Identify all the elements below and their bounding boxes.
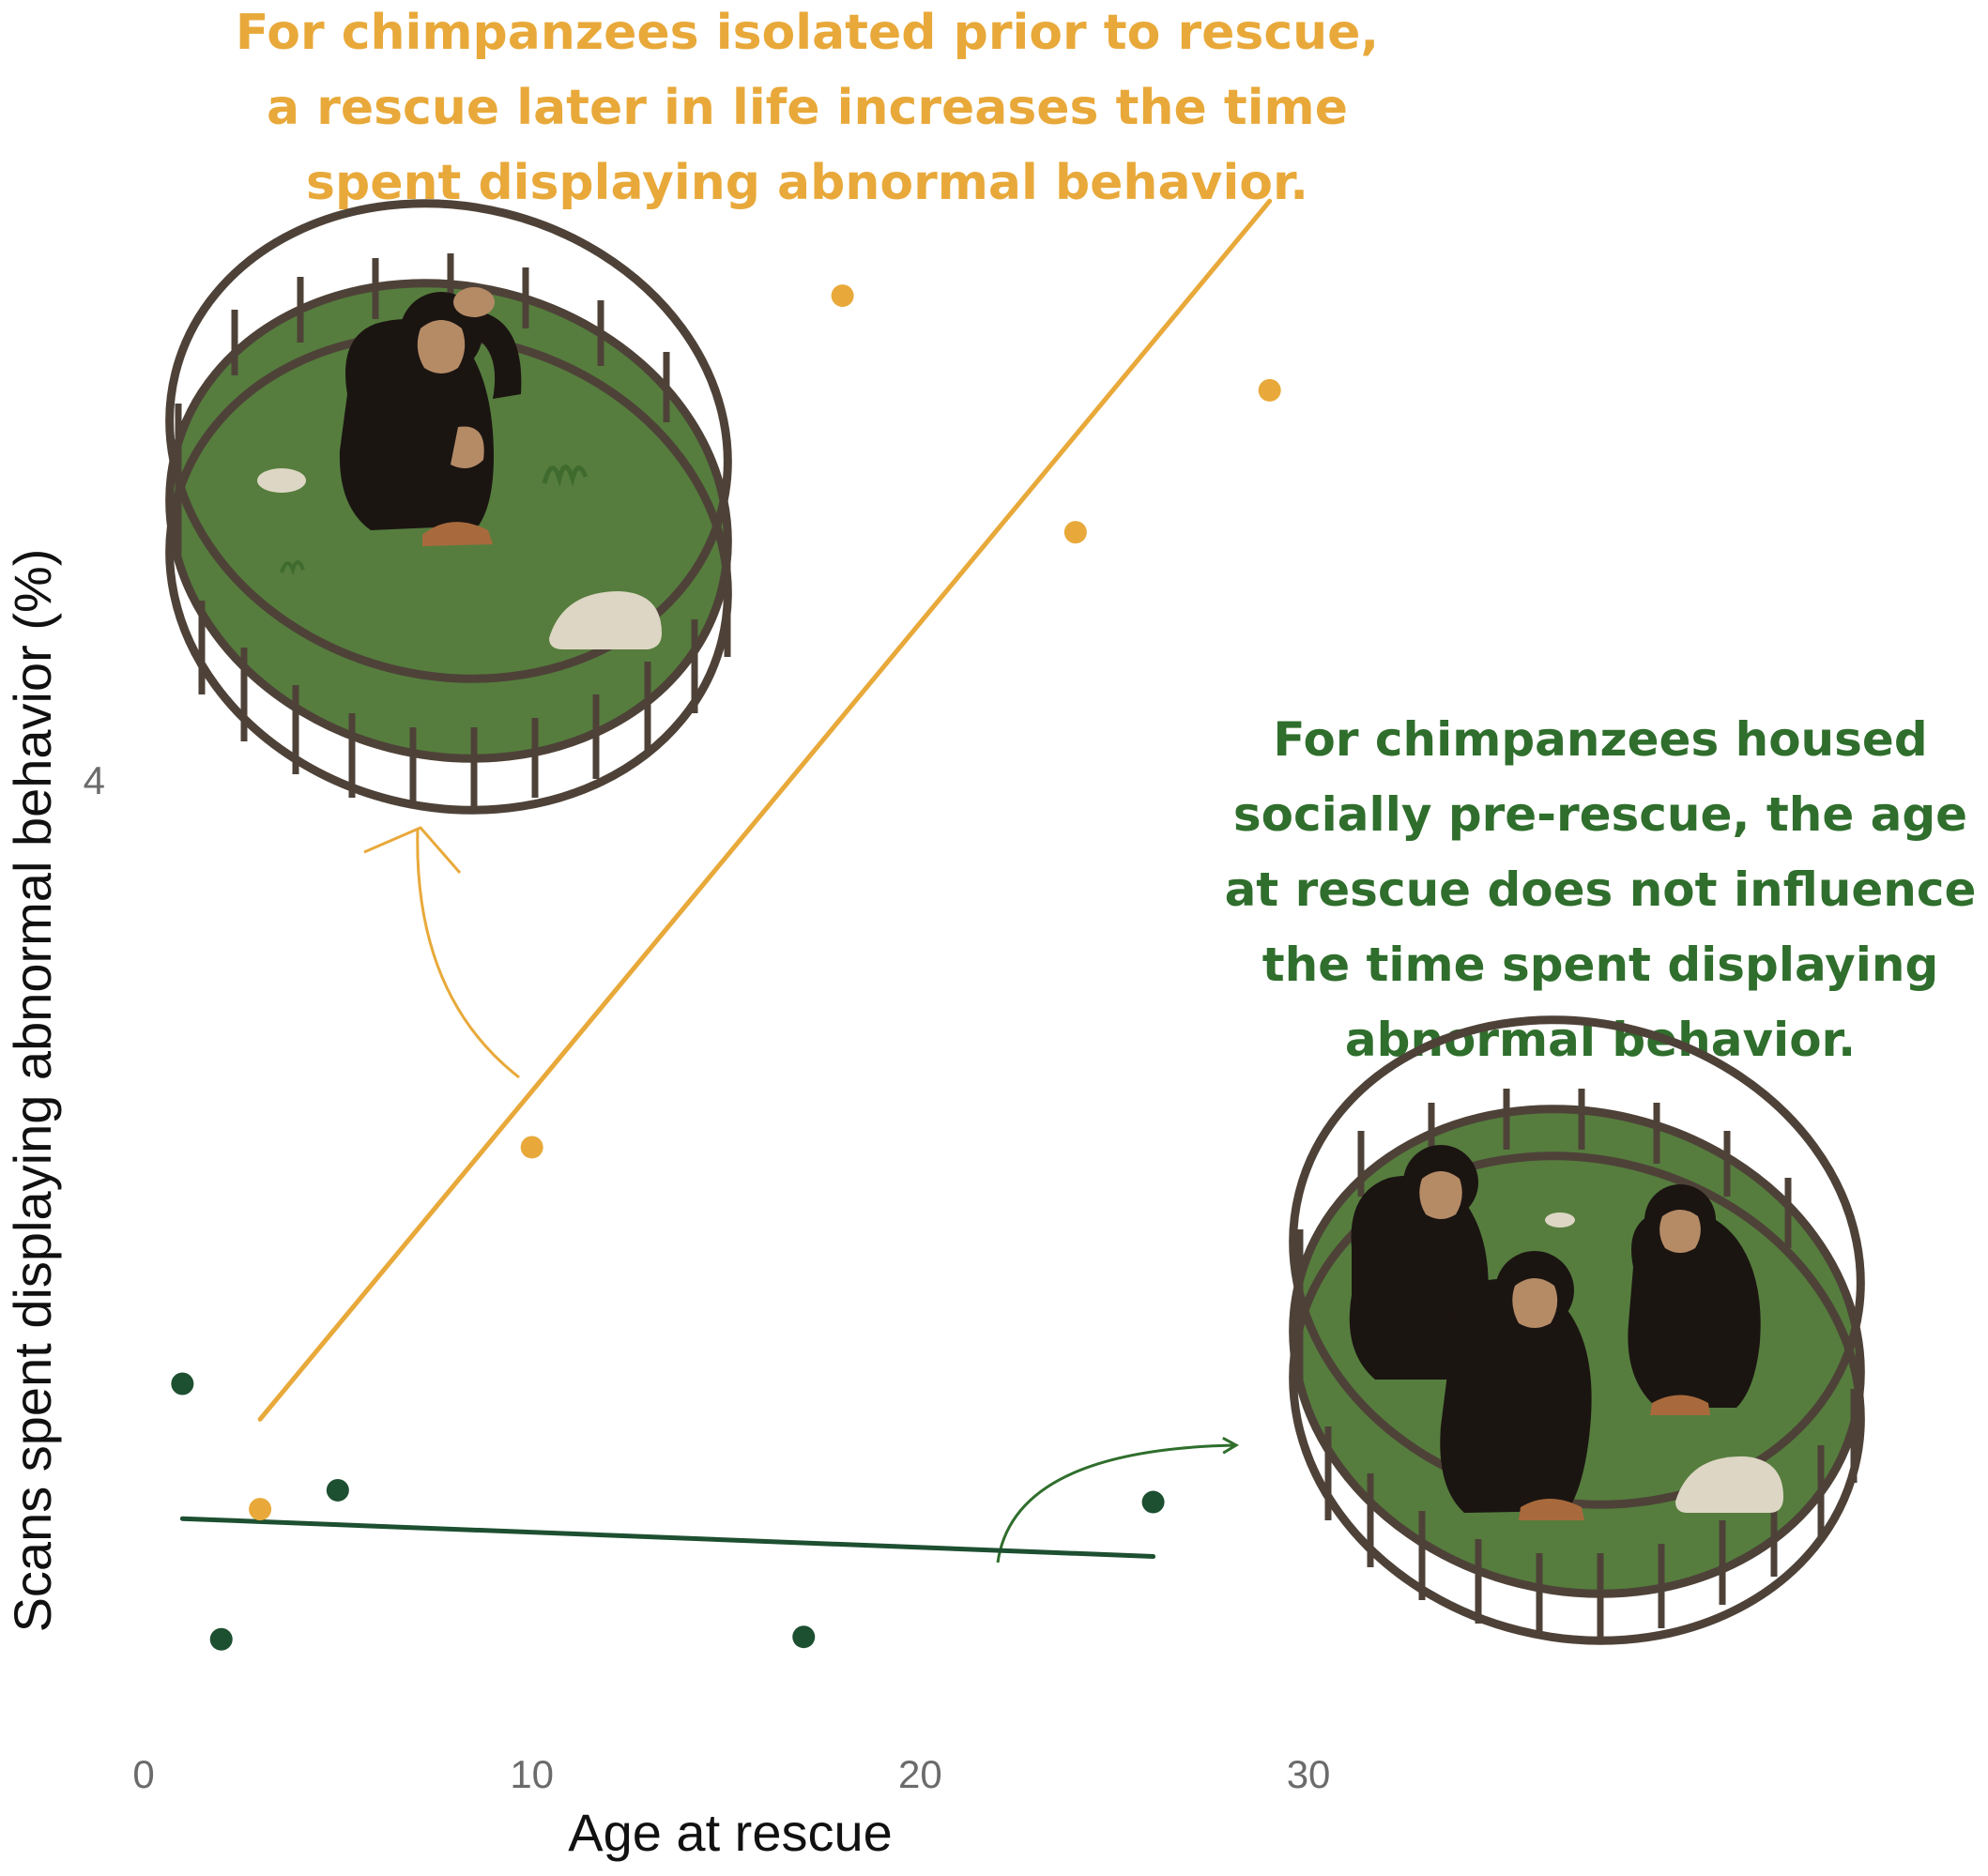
annotation-isolated-line-2: a rescue later in life increases the tim… xyxy=(267,80,1348,136)
data-point-2-5 xyxy=(1141,1490,1165,1514)
x-tick-label-4: 30 xyxy=(1287,1752,1331,1796)
annotation-social-line-3: at rescue does not influence xyxy=(1225,862,1977,917)
x-tick-label-3: 20 xyxy=(898,1752,942,1796)
data-point-2-1 xyxy=(171,1372,194,1396)
trend-line-2 xyxy=(179,1516,1156,1560)
data-point-1-5 xyxy=(1258,378,1281,402)
trend-line-1 xyxy=(257,198,1273,1422)
annotation-isolated-line-1: For chimpanzees isolated prior to rescue… xyxy=(236,5,1379,61)
data-points xyxy=(171,284,1281,1651)
curved-arrow-social xyxy=(996,1436,1240,1563)
data-point-1-3 xyxy=(831,284,854,308)
x-tick-label-2: 10 xyxy=(510,1752,554,1796)
data-point-1-4 xyxy=(1063,521,1087,544)
curved-arrow-isolated xyxy=(416,827,520,1079)
y-tick-label-1: 4 xyxy=(84,758,105,802)
data-point-1-2 xyxy=(520,1136,543,1159)
annotation-social-line-2: socially pre-rescue, the age xyxy=(1233,787,1967,842)
y-axis-title: Scans spent displaying abnormal behavior… xyxy=(3,549,62,1633)
data-point-2-4 xyxy=(792,1625,816,1649)
x-axis-title: Age at rescue xyxy=(568,1803,893,1862)
x-tick-label-1: 0 xyxy=(132,1752,154,1796)
data-point-2-3 xyxy=(326,1478,349,1502)
annotation-social-line-1: For chimpanzees housed xyxy=(1273,712,1927,767)
single-chimpanzee-enclosure-illustration xyxy=(165,199,732,815)
tick-labels: 0 10 20 30 4 xyxy=(84,758,1331,1796)
annotation-social-line-4: the time spent displaying xyxy=(1262,938,1939,992)
curved-arrow-isolated-head xyxy=(363,826,462,874)
annotation-isolated-line-3: spent displaying abnormal behavior. xyxy=(306,155,1308,211)
group-chimpanzee-enclosure-illustration xyxy=(1289,1015,1865,1645)
trend-lines xyxy=(179,198,1273,1560)
annotation-social: For chimpanzees housed socially pre-resc… xyxy=(1225,712,1977,1067)
data-point-1-1 xyxy=(249,1498,272,1521)
annotation-isolated: For chimpanzees isolated prior to rescue… xyxy=(236,5,1379,211)
data-point-2-2 xyxy=(209,1627,233,1651)
